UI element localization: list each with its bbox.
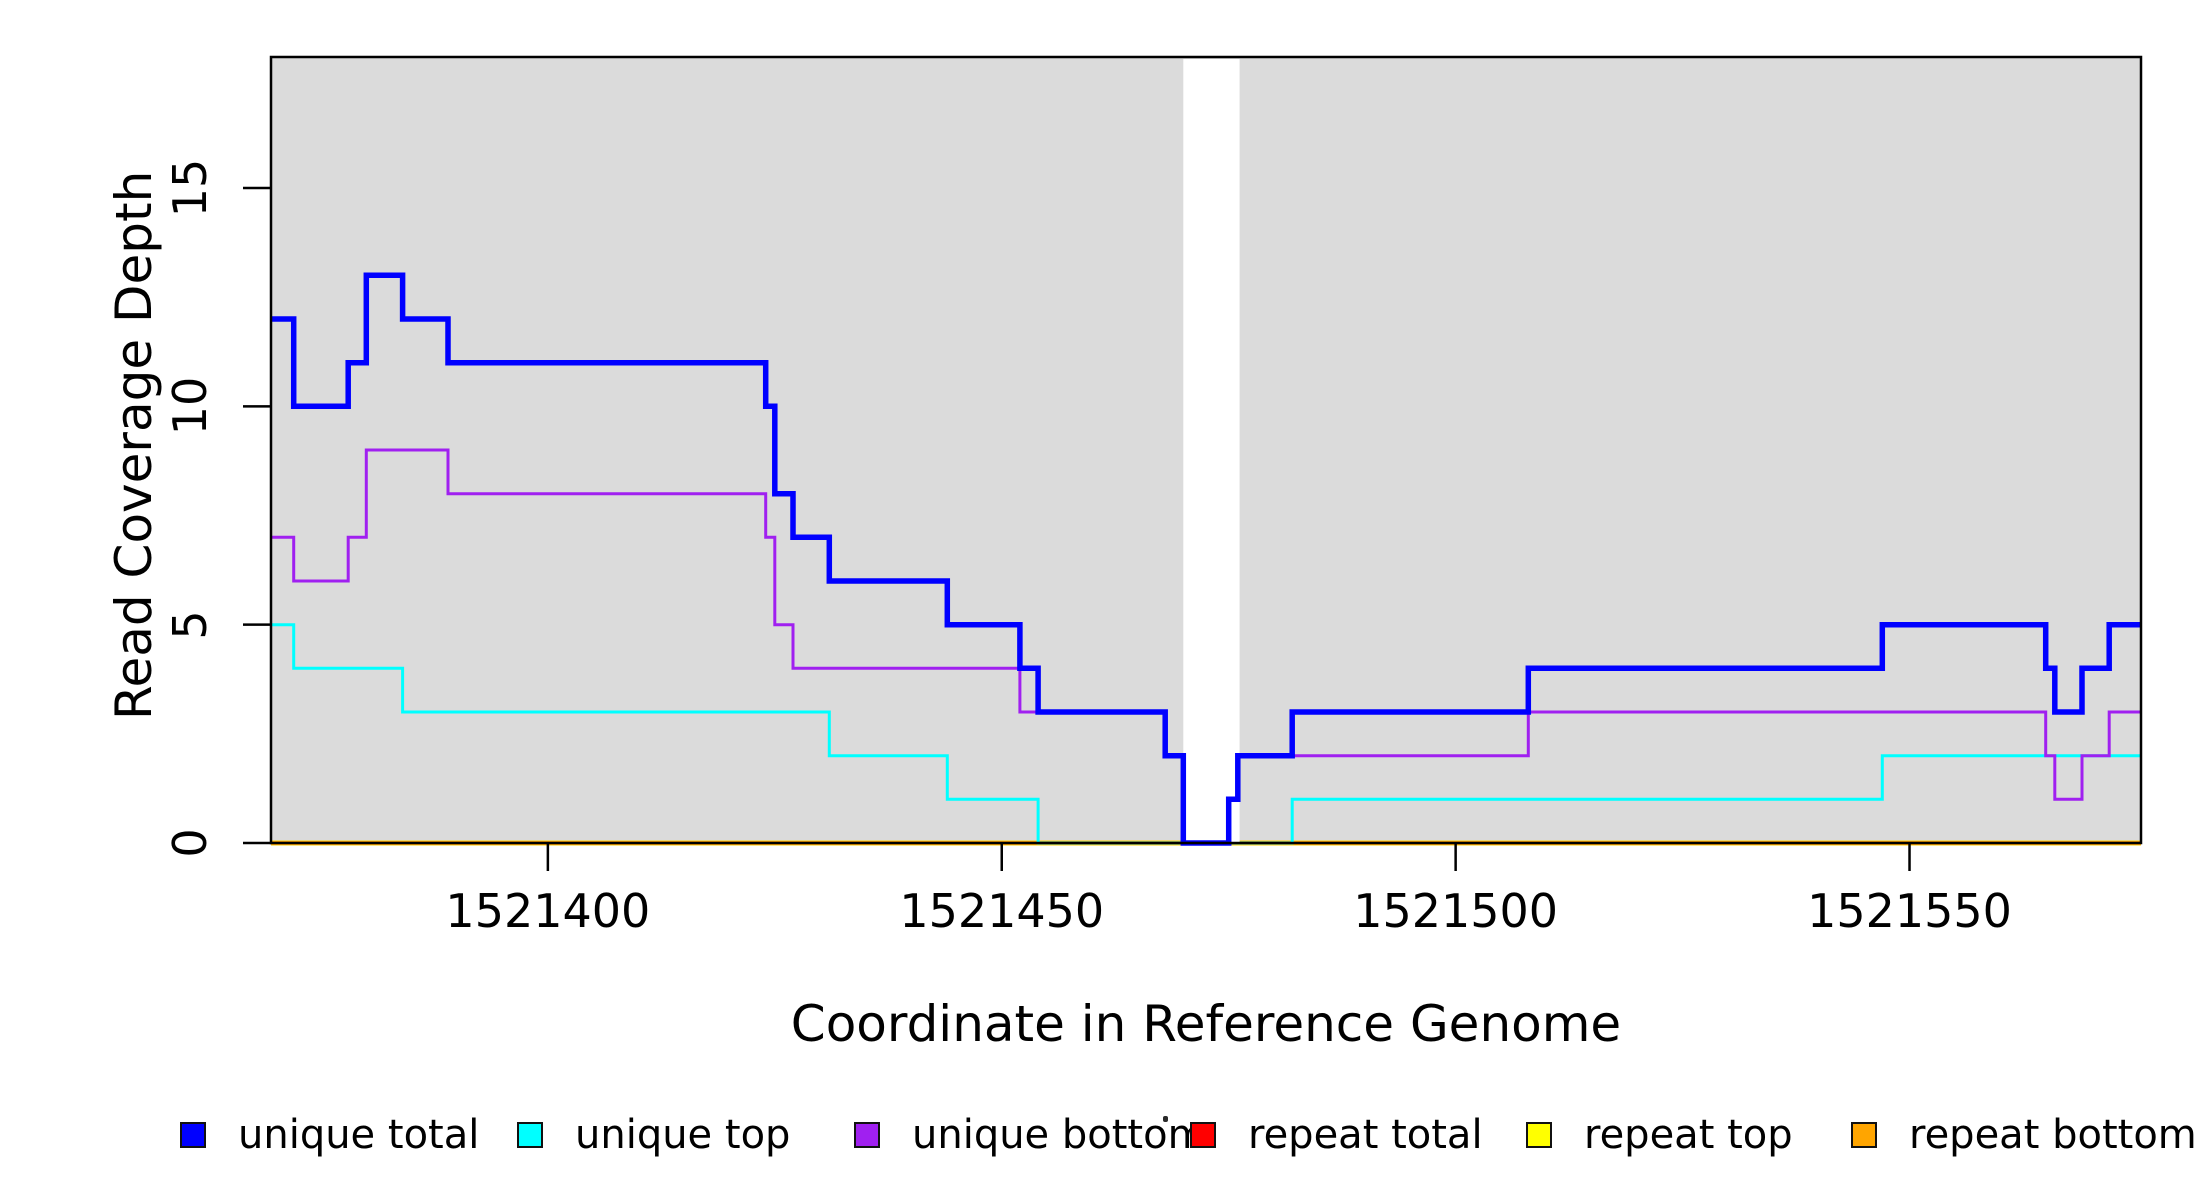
legend-item-unique-top: unique top [517,1112,790,1158]
y-tick-label: 10 [163,377,217,436]
legend-label: unique bottom [912,1112,1207,1158]
x-tick-label: 1521400 [445,884,651,938]
series-lines-above-gap [271,272,2141,846]
y-tick-label: 0 [163,828,217,858]
legend-label: repeat top [1584,1112,1793,1158]
series-line-unique-total [271,272,2141,846]
legend-swatch-icon [517,1122,543,1148]
series-line-unique-top [271,623,2141,845]
y-axis-title: Read Coverage Depth [105,170,163,720]
legend-item-repeat-total: repeat total [1190,1112,1483,1158]
legend-label: repeat total [1248,1112,1483,1158]
y-tick-label: 5 [163,610,217,640]
legend-item-unique-bottom: unique bottom [854,1112,1207,1158]
y-tick-label: 15 [163,158,217,218]
x-axis-title: Coordinate in Reference Genome [790,995,1622,1053]
x-tick-label: 1521500 [1353,884,1559,938]
plot-border-box [269,55,2143,845]
coverage-gap-region [1183,59,1240,843]
legend-swatch-icon [1851,1122,1877,1148]
legend-swatch-icon [1526,1122,1552,1148]
x-tick-label: 1521550 [1807,884,2012,938]
legend-swatch-icon [854,1122,880,1148]
legend-label: unique total [238,1112,480,1158]
legend-label: unique top [575,1112,791,1158]
legend-item-repeat-top: repeat top [1526,1112,1793,1158]
stray-dot-artifact [1163,1116,1168,1122]
legend-item-unique-total: unique total [180,1112,479,1158]
legend-swatch-icon [180,1122,206,1148]
x-tick-label: 1521450 [899,884,1105,938]
legend-item-repeat-bottom: repeat bottom [1851,1112,2197,1158]
legend-swatch-icon [1190,1122,1216,1148]
axis-tick-marks [243,186,1911,871]
legend-label: repeat bottom [1909,1112,2197,1158]
